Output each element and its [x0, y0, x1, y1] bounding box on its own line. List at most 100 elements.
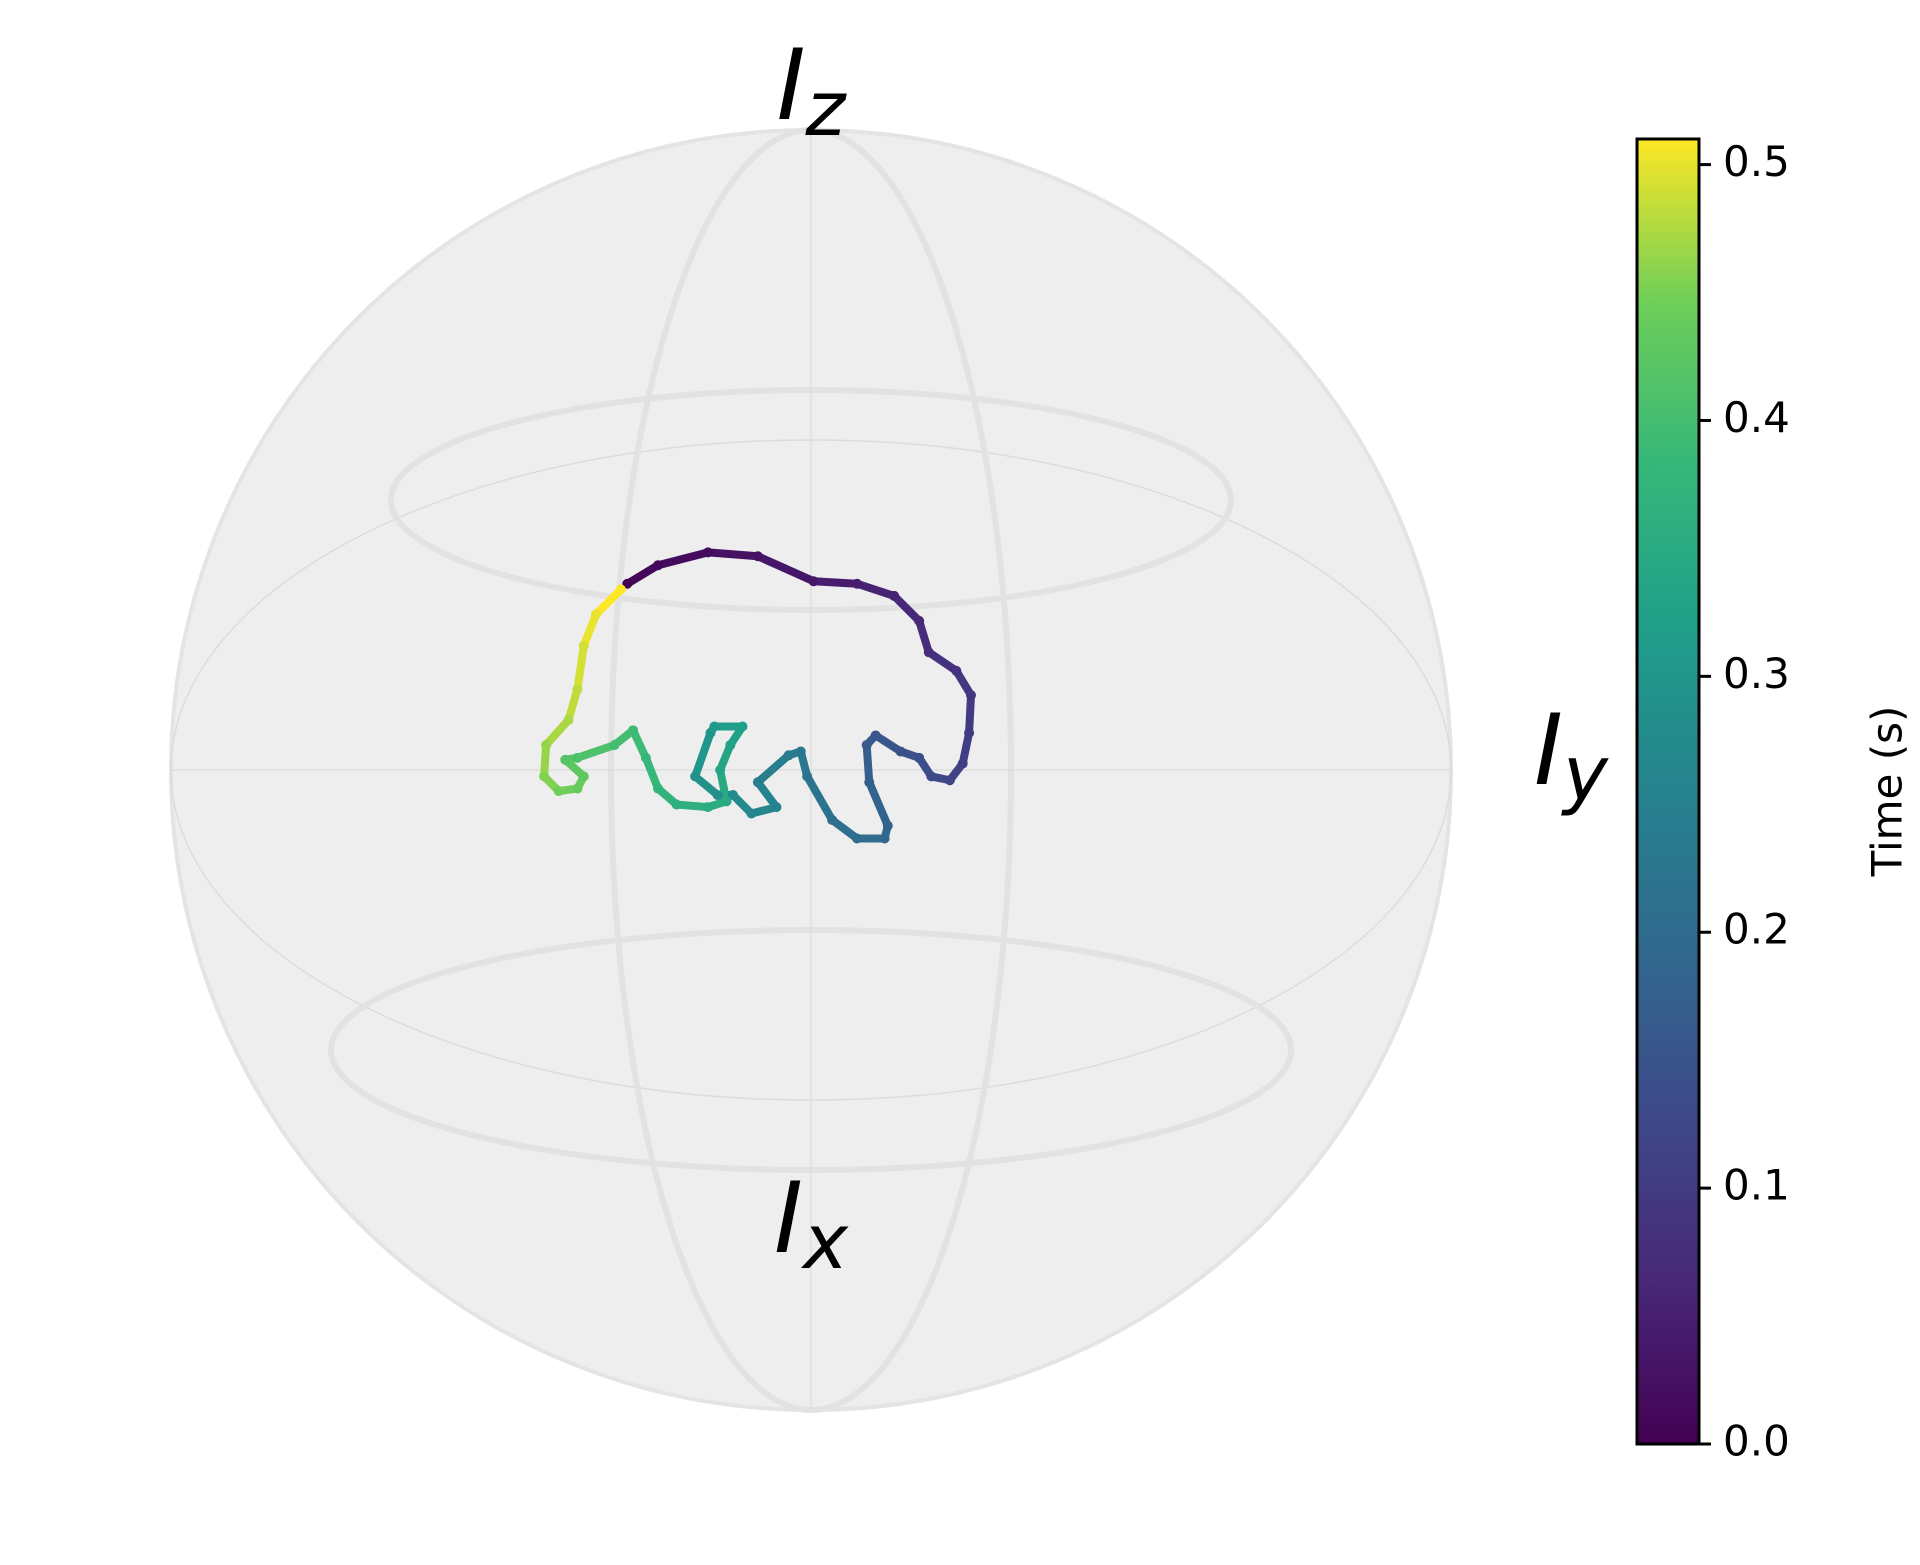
trajectory-segment [564, 685, 582, 725]
colorbar-tick-label: 0.1 [1723, 1161, 1790, 1210]
trajectory-point [572, 752, 583, 763]
trajectory-segment [853, 579, 899, 600]
trajectory-point [715, 765, 726, 775]
trajectory-point [563, 715, 574, 726]
trajectory-segment [753, 552, 818, 586]
trajectory-point [827, 814, 838, 825]
trajectory-point [923, 647, 934, 658]
trajectory-segment [579, 610, 600, 650]
trajectory-point [808, 576, 819, 587]
trajectory-point [578, 640, 589, 651]
z-label: Iz [777, 29, 848, 153]
trajectory-point [539, 771, 550, 782]
sphere [169, 127, 1453, 1413]
trajectory-point [653, 783, 664, 794]
trajectory-point [628, 725, 639, 736]
trajectory-segment [540, 741, 551, 781]
trajectory-segment [641, 753, 663, 793]
trajectory-point [852, 578, 863, 589]
trajectory-segment [965, 691, 975, 737]
trajectory-point [622, 578, 633, 589]
colorbar-label: Time (s) [1863, 706, 1912, 878]
trajectory-point [752, 551, 763, 562]
trajectory-point [671, 799, 682, 810]
trajectory-segment [865, 778, 892, 830]
trajectory-point [771, 802, 782, 813]
trajectory-point [572, 684, 583, 695]
trajectory-point [702, 547, 713, 558]
trajectory-point [737, 721, 748, 732]
trajectory-point [746, 808, 757, 819]
trajectory-point [926, 771, 937, 782]
trajectory-segment [623, 561, 663, 588]
trajectory-segment [809, 577, 862, 588]
x-label: Ix [774, 1162, 849, 1286]
x-label-main: I [774, 1162, 803, 1276]
trajectory-segment [753, 751, 793, 787]
trajectory-point [795, 746, 806, 757]
trajectory-point [702, 802, 713, 813]
trajectory-point [870, 730, 881, 741]
colorbar [1635, 137, 1701, 1446]
trajectory-point [560, 754, 571, 765]
trajectory-point [590, 609, 601, 620]
colorbar-tick-label: 0.5 [1723, 137, 1790, 186]
trajectory-point [864, 777, 875, 788]
trajectory-segment [862, 741, 874, 787]
trajectory-point [725, 740, 736, 751]
z-label-sub: z [805, 64, 848, 153]
trajectory-segment [573, 741, 619, 762]
colorbar-tick-label: 0.4 [1723, 393, 1790, 442]
trajectory-point [752, 777, 763, 788]
trajectory-point [914, 752, 925, 763]
trajectory-point [966, 690, 976, 701]
trajectory-point [640, 752, 651, 763]
trajectory-point [852, 833, 863, 844]
trajectory-point [727, 789, 738, 800]
trajectory-point [944, 775, 955, 786]
trajectory-point [802, 771, 813, 782]
trajectory-point [541, 740, 552, 751]
trajectory-segment [672, 800, 712, 812]
z-label-main: I [777, 29, 806, 143]
trajectory-segment [803, 772, 837, 824]
trajectory-point [879, 833, 890, 844]
y-label-main: I [1534, 694, 1563, 808]
trajectory-point [951, 665, 962, 676]
trajectory-point [957, 758, 968, 769]
trajectory-point [709, 721, 720, 732]
y-label: Iy [1534, 694, 1609, 818]
trajectory-point [783, 750, 794, 761]
trajectory-point [882, 820, 893, 831]
trajectory-point [861, 740, 872, 751]
trajectory-point [615, 584, 626, 595]
trajectory-segment [629, 726, 650, 762]
trajectory-point [721, 796, 732, 807]
y-label-sub: y [1561, 729, 1609, 818]
trajectory-segment [753, 778, 781, 812]
trajectory-segment [828, 815, 862, 843]
trajectory-point [889, 590, 900, 601]
colorbar-tick-label: 0.3 [1723, 649, 1790, 698]
trajectory-point [653, 560, 664, 571]
trajectory-segment [924, 648, 961, 675]
colorbar-tick-label: 0.0 [1723, 1417, 1790, 1466]
trajectory-segment [958, 728, 974, 768]
trajectory-point [553, 786, 564, 797]
trajectory-segment [591, 585, 625, 619]
trajectory-point [914, 615, 925, 626]
trajectory-segment [890, 591, 924, 625]
trajectory-point [712, 789, 723, 800]
trajectory-point [895, 746, 906, 757]
trajectory-segment [716, 766, 731, 806]
trajectory-segment [654, 548, 712, 570]
trajectory-point [690, 771, 701, 782]
colorbar-tick-label: 0.2 [1723, 905, 1790, 954]
trajectory-segment [542, 716, 573, 750]
trajectory-segment [915, 616, 933, 657]
trajectory-segment [573, 641, 588, 694]
trajectory-point [578, 771, 589, 782]
trajectory-point [609, 740, 620, 751]
trajectory-point [572, 783, 583, 794]
